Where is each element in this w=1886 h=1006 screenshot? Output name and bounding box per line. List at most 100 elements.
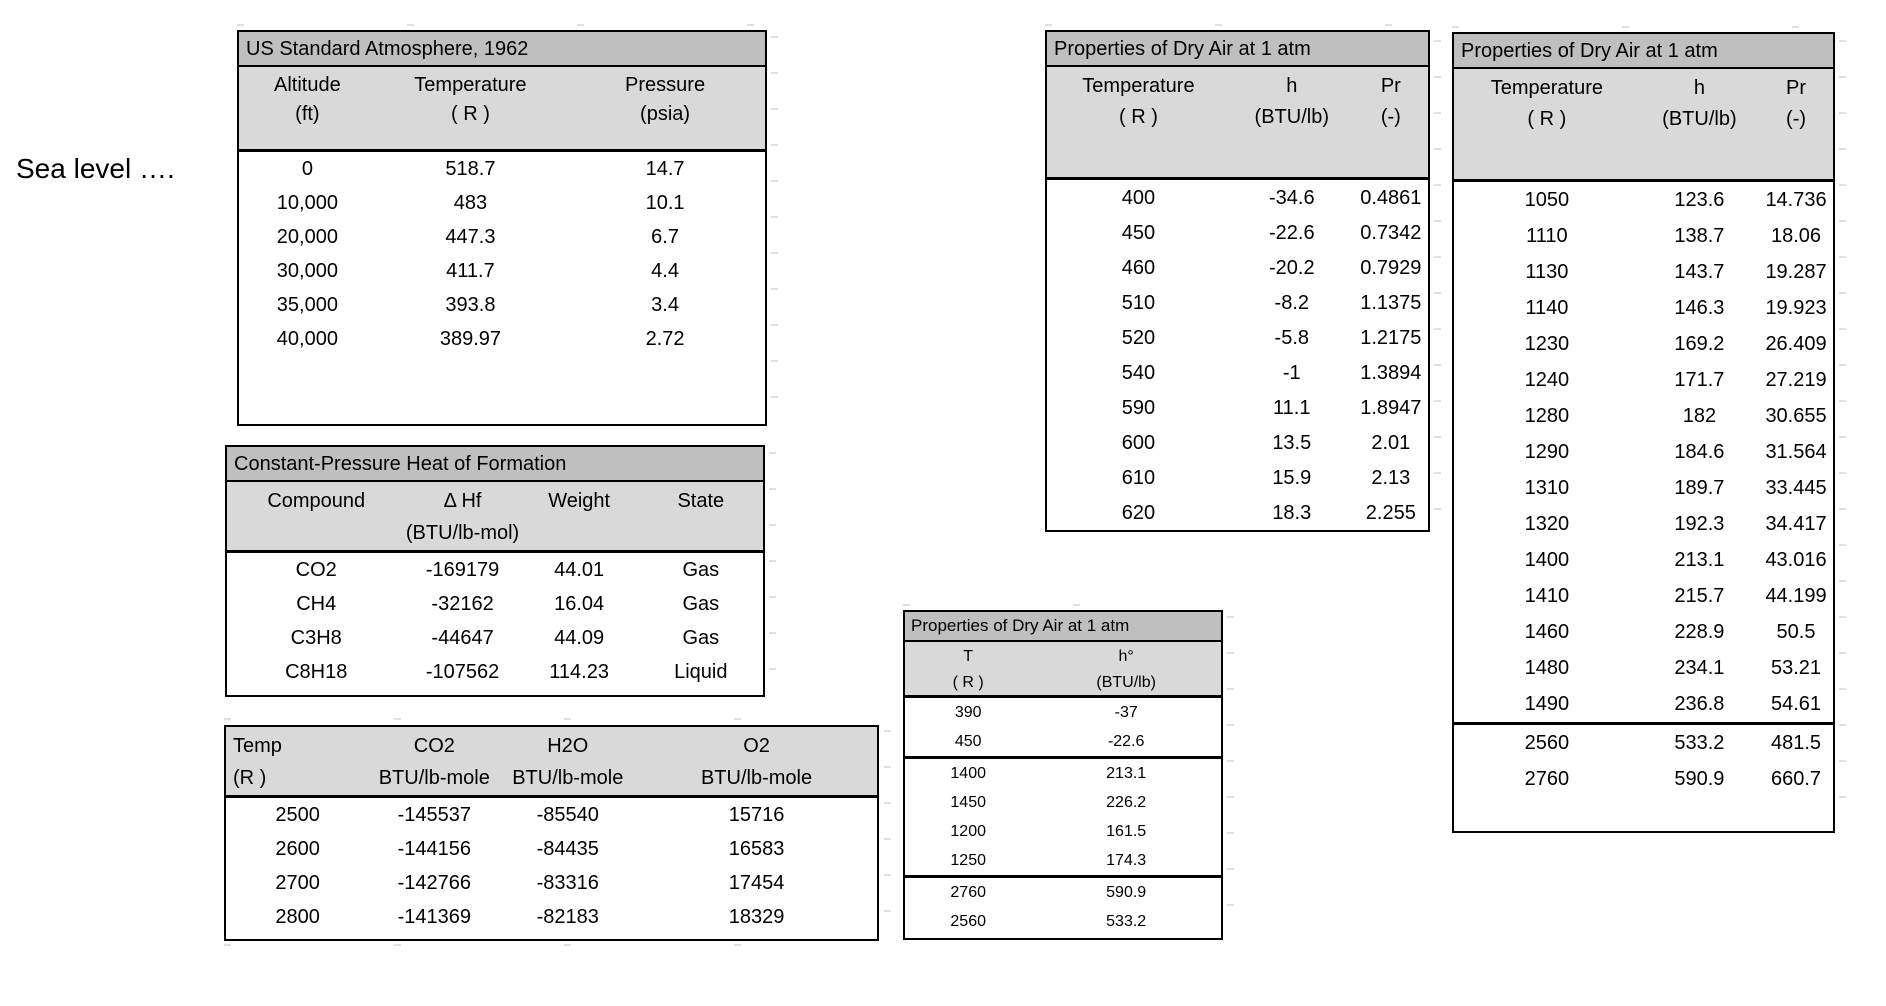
table-cell: -22.6	[1268, 221, 1315, 244]
table-cell: 2.13	[1371, 466, 1411, 489]
table-cell: 192.3	[1674, 513, 1725, 535]
table-row: 590 11.1 1.8947	[1047, 390, 1428, 425]
column-unit: BTU/lb-mole	[700, 767, 813, 789]
gridline-ticks	[224, 944, 879, 946]
table-cell: 1.3894	[1360, 361, 1422, 384]
column-unit: ( R )	[1527, 107, 1567, 130]
table-cell: 44.199	[1765, 585, 1827, 607]
table-cell: 1310	[1524, 477, 1570, 499]
table-row: 2500 -145537 -85540 15716	[226, 798, 877, 832]
table-cell: 2560	[1524, 732, 1570, 754]
table-dry-air-low-temp: Properties of Dry Air at 1 atm Temperatur…	[1045, 30, 1430, 532]
column-header: H2O	[547, 735, 589, 757]
column-unit	[227, 517, 405, 549]
table-row: 2760 590.9 660.7	[1454, 761, 1833, 797]
table-row: 0 518.7 14.7	[239, 152, 765, 186]
table-cell: 590.9	[1106, 883, 1147, 901]
table-cell: 18329	[728, 906, 785, 928]
table-cell: -34.6	[1268, 186, 1315, 209]
table-cell: 6.7	[651, 226, 679, 248]
table-row: CO2 -169179 44.01 Gas	[227, 553, 763, 587]
table-cell: 189.7	[1674, 477, 1725, 499]
gridline-ticks	[1045, 24, 1430, 26]
column-unit: (BTU/lb)	[1662, 107, 1737, 130]
table-row: 1450 226.2	[905, 788, 1221, 817]
table-cell: -169179	[425, 559, 500, 581]
table-cell: 620	[1121, 501, 1156, 524]
table-cell: 13.5	[1272, 431, 1312, 454]
table-cell: Liquid	[674, 661, 728, 683]
header-unit-row: ( R ) (BTU/lb) (-)	[1047, 101, 1428, 132]
column-unit: (-)	[1786, 107, 1807, 130]
table-body: CO2 -169179 44.01 Gas CH4 -32162 16.04 Gas C3H8 -…	[227, 553, 763, 695]
table-cell: 138.7	[1674, 225, 1725, 247]
table-row: 390 -37	[905, 698, 1221, 727]
table-cell: 2600	[275, 838, 320, 860]
table-row: CH4 -32162 16.04 Gas	[227, 587, 763, 621]
table-cell: -142766	[397, 872, 472, 894]
table-cell: 590.9	[1674, 768, 1725, 790]
table-row: 40,000 389.97 2.72	[239, 322, 765, 356]
row-group: 400 -34.6 0.4861 450 -22.6 0.7342 460 -20.2 0.79…	[1047, 180, 1428, 530]
table-row: 2800 -141369 -82183 18329	[226, 900, 877, 934]
table-cell: 1.2175	[1360, 326, 1422, 349]
gridline-ticks	[769, 452, 776, 690]
table-header: Altitude Temperature Pressure (ft) ( R ) (psi…	[239, 67, 765, 152]
column-header: O2	[743, 735, 770, 757]
table-cell: 1320	[1524, 513, 1570, 535]
table-body: 0 518.7 14.7 10,000 483 10.1 20,000 447.3 6.7 30,…	[239, 152, 765, 424]
column-unit: ( R )	[952, 674, 984, 692]
table-cell: 0.7929	[1360, 256, 1422, 279]
table-cell: 510	[1121, 291, 1156, 314]
table-row: 2600 -144156 -84435 16583	[226, 832, 877, 866]
table-cell: 1110	[1526, 225, 1568, 247]
table-cell: 400	[1121, 186, 1156, 209]
table-cell: 1200	[950, 822, 986, 840]
table-cell: 20,000	[276, 226, 338, 248]
table-cell: 30.655	[1765, 405, 1827, 427]
table-cell: 146.3	[1674, 297, 1725, 319]
table-cell: 1.8947	[1360, 396, 1422, 419]
header-label-row: Altitude Temperature Pressure	[239, 70, 765, 99]
row-group: 0 518.7 14.7 10,000 483 10.1 20,000 447.3 6.7 30,…	[239, 152, 765, 356]
table-body: 1050 123.6 14.736 1110 138.7 18.06 1130 143.7 19…	[1454, 182, 1833, 831]
table-row: 510 -8.2 1.1375	[1047, 285, 1428, 320]
column-unit: (BTU/lb)	[1254, 105, 1329, 128]
table-cell: 215.7	[1674, 585, 1725, 607]
table-cell: 43.016	[1765, 549, 1827, 571]
column-header: h	[1693, 76, 1705, 99]
column-header: Altitude	[274, 73, 341, 96]
table-cell: 18.06	[1770, 225, 1822, 247]
table-cell: -83316	[536, 872, 599, 894]
table-cell: 1290	[1524, 441, 1570, 463]
table-cell: 481.5	[1770, 732, 1822, 754]
column-unit: (ft)	[295, 102, 320, 125]
column-unit: (psia)	[640, 102, 691, 125]
column-unit	[520, 517, 639, 549]
column-header: Δ Hf	[443, 490, 482, 512]
table-cell: 213.1	[1106, 764, 1147, 782]
table-cell: C3H8	[290, 627, 342, 649]
table-row: 30,000 411.7 4.4	[239, 254, 765, 288]
table-row: 2760 590.9	[905, 878, 1221, 907]
table-cell: 2760	[950, 883, 986, 901]
header-label-row: Compound Δ Hf Weight State	[227, 485, 763, 517]
table-cell: 14.7	[645, 158, 685, 180]
row-group: 390 -37 450 -22.6	[905, 698, 1221, 756]
table-cell: 10.1	[645, 192, 685, 214]
table-row: 450 -22.6 0.7342	[1047, 215, 1428, 250]
table-header: Temperature h Pr ( R ) (BTU/lb) (-)	[1454, 69, 1833, 182]
table-row: 35,000 393.8 3.4	[239, 288, 765, 322]
header-label-row: Temp CO2 H2O O2	[226, 730, 877, 762]
column-header: T	[963, 648, 974, 666]
table-header: Compound Δ Hf Weight State (BTU/lb-mol)	[227, 482, 763, 553]
gridline-ticks	[903, 604, 1223, 606]
column-header: h°	[1118, 648, 1134, 666]
table-row: 1490 236.8 54.61	[1454, 686, 1833, 722]
table-row: 1320 192.3 34.417	[1454, 506, 1833, 542]
header-label-row: Temperature h Pr	[1047, 70, 1428, 101]
table-row: 1280 182 30.655	[1454, 398, 1833, 434]
column-unit: BTU/lb-mole	[512, 767, 624, 789]
table-row: 610 15.9 2.13	[1047, 460, 1428, 495]
table-cell: 15.9	[1272, 466, 1312, 489]
